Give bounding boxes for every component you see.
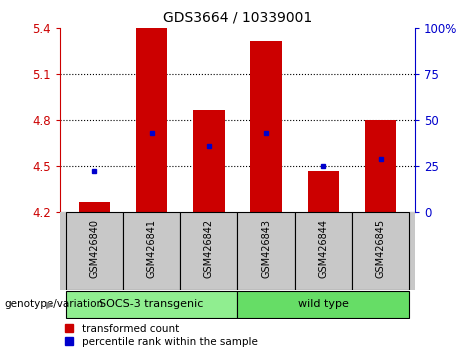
Text: GSM426844: GSM426844 [318, 219, 328, 278]
Bar [250, 41, 282, 212]
Text: genotype/variation: genotype/variation [5, 299, 104, 309]
Text: SOCS-3 transgenic: SOCS-3 transgenic [100, 299, 204, 309]
Bar [65, 291, 237, 318]
Bar [180, 212, 237, 290]
Bar [65, 212, 123, 290]
Text: GSM426841: GSM426841 [147, 219, 157, 278]
Text: GSM426843: GSM426843 [261, 219, 271, 278]
Text: GSM426845: GSM426845 [376, 219, 385, 278]
Text: GSM426842: GSM426842 [204, 219, 214, 278]
Legend: transformed count, percentile rank within the sample: transformed count, percentile rank withi… [65, 324, 258, 347]
Bar [123, 212, 180, 290]
Bar [352, 212, 409, 290]
Bar [136, 28, 167, 212]
Bar [78, 202, 110, 212]
Text: ▶: ▶ [46, 299, 53, 309]
Bar [237, 212, 295, 290]
Bar [295, 212, 352, 290]
Text: GSM426840: GSM426840 [89, 219, 99, 278]
Bar [237, 291, 409, 318]
Bar [193, 110, 225, 212]
Title: GDS3664 / 10339001: GDS3664 / 10339001 [163, 10, 312, 24]
Text: wild type: wild type [298, 299, 349, 309]
Bar [365, 120, 396, 212]
Bar [307, 171, 339, 212]
